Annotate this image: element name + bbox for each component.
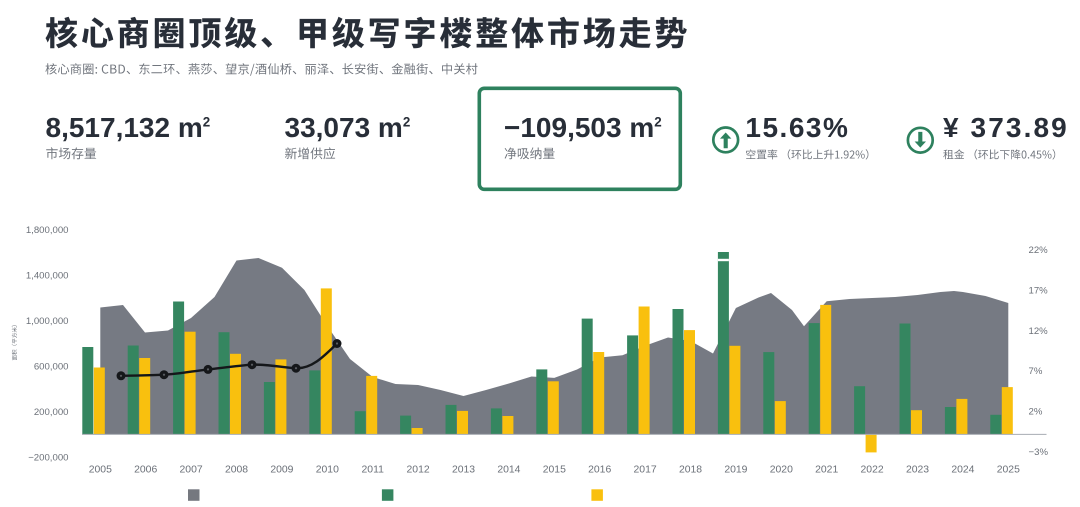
svg-text:600,000: 600,000	[34, 361, 69, 372]
svg-text:200,000: 200,000	[34, 407, 69, 418]
svg-text:2007: 2007	[180, 465, 203, 476]
svg-text:2006: 2006	[134, 465, 157, 476]
svg-text:33,073 m2: 33,073 m2	[285, 112, 411, 143]
svg-text:2%: 2%	[1029, 407, 1043, 418]
svg-text:2018: 2018	[679, 465, 702, 476]
svg-text:2023: 2023	[906, 465, 929, 476]
svg-text:2012: 2012	[407, 465, 430, 476]
svg-text:2008: 2008	[225, 465, 248, 476]
svg-text:−3%: −3%	[1029, 447, 1049, 458]
svg-text:2011: 2011	[362, 465, 385, 476]
svg-text:8,517,132 m2: 8,517,132 m2	[46, 112, 211, 143]
svg-text:2020: 2020	[770, 465, 793, 476]
svg-text:7%: 7%	[1029, 366, 1043, 377]
svg-text:1,400,000: 1,400,000	[26, 271, 69, 282]
svg-text:2009: 2009	[270, 465, 293, 476]
svg-text:−109,503 m2: −109,503 m2	[504, 112, 662, 143]
svg-text:1,800,000: 1,800,000	[26, 225, 69, 236]
svg-text:−200,000: −200,000	[28, 452, 68, 463]
svg-text:2014: 2014	[497, 465, 520, 476]
svg-text:2016: 2016	[588, 465, 611, 476]
svg-text:2017: 2017	[634, 465, 657, 476]
svg-text:2010: 2010	[316, 465, 339, 476]
svg-text:2022: 2022	[861, 465, 884, 476]
svg-text:2019: 2019	[724, 465, 747, 476]
svg-text:12%: 12%	[1029, 326, 1049, 337]
svg-text:1,000,000: 1,000,000	[26, 316, 69, 327]
svg-text:2013: 2013	[452, 465, 475, 476]
svg-text:2025: 2025	[997, 465, 1020, 476]
svg-text:2015: 2015	[543, 465, 566, 476]
svg-text:2024: 2024	[951, 465, 974, 476]
svg-text:2005: 2005	[89, 465, 112, 476]
svg-text:¥ 373.89: ¥ 373.89	[943, 112, 1069, 143]
svg-text:2021: 2021	[815, 465, 838, 476]
svg-text:15.63%: 15.63%	[745, 112, 849, 143]
svg-text:17%: 17%	[1029, 286, 1049, 297]
svg-text:22%: 22%	[1029, 245, 1049, 256]
